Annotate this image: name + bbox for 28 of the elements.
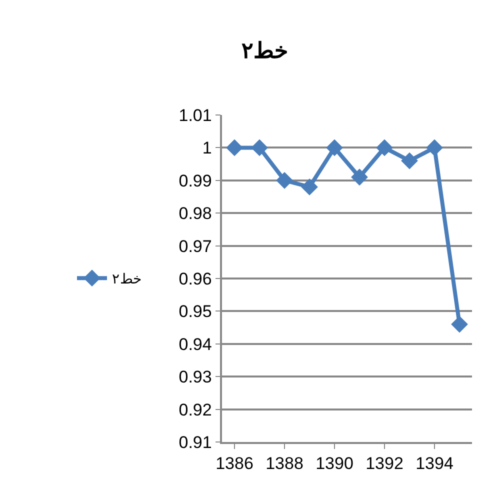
point [451,316,468,333]
y-tick-label: 0.93 [178,368,212,387]
y-tick-label: 0.91 [178,432,212,452]
y-tick-label: 0.95 [178,302,212,322]
point [276,172,293,189]
point [301,178,318,196]
legend-label: خط۲ [112,272,142,288]
y-tick-label: 0.92 [178,400,212,420]
point [401,152,418,170]
x-tick-label: 1392 [366,454,404,474]
x-tick-label: 1394 [416,454,454,474]
y-tick-label: 0.98 [178,204,212,224]
y-tick-label: 0.96 [178,269,212,288]
point [376,139,393,156]
point [326,139,343,156]
x-tick-label: 1390 [316,454,354,474]
y-tick-label: 1 [202,138,212,158]
point [251,139,268,156]
y-tick-label: 0.97 [178,236,212,256]
x-tick-label: 1386 [216,454,254,474]
x-tick-label: 1388 [266,454,304,474]
chart-title: خط۲ [242,38,288,64]
point [351,168,368,186]
point [226,139,243,156]
y-tick-label: 0.94 [178,334,212,354]
point [426,139,443,156]
y-tick-label: 1.01 [178,106,212,125]
y-tick-label: 0.99 [178,171,212,190]
